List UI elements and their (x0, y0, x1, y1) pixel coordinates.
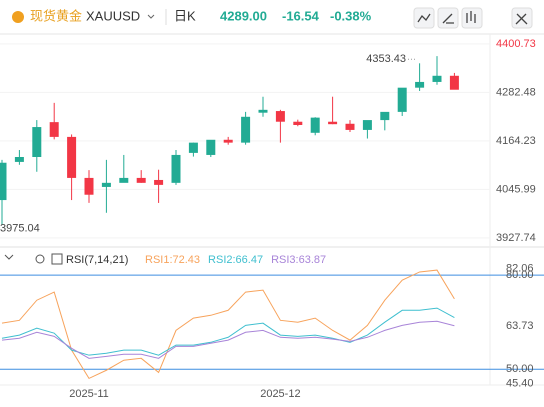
candle-body (136, 177, 146, 183)
y-tick-label: 3927.74 (496, 232, 536, 244)
symbol[interactable]: XAUUSD (86, 8, 140, 23)
candle-body (449, 75, 459, 90)
candle-body (101, 182, 111, 187)
expand-icon[interactable] (51, 253, 63, 265)
candle-body (32, 127, 42, 157)
candle-body (310, 117, 320, 133)
toolbar-icons[interactable] (413, 7, 533, 29)
candle-body (0, 162, 7, 201)
y-tick-label: 45.40 (506, 378, 534, 390)
candle-body (49, 122, 59, 137)
y-tick-label: 4400.73 (496, 38, 536, 50)
candle-body (380, 111, 390, 121)
x-tick-label: 2025-11 (69, 388, 109, 400)
candle-body (223, 139, 233, 143)
logo (12, 11, 24, 23)
price: 4289.00 (220, 8, 267, 23)
candle-body (293, 121, 303, 126)
high-label: 4353.43 (366, 53, 406, 65)
candle-body (432, 75, 442, 82)
y-tick-label: 4164.23 (496, 135, 536, 147)
rsi-line (1, 269, 455, 380)
rsi-line (1, 320, 455, 359)
candle-body (119, 177, 129, 183)
y-tick-label: 80.00 (506, 269, 534, 281)
candle-body (328, 121, 338, 125)
dropdown-icon[interactable] (147, 14, 155, 19)
candle-body (67, 136, 77, 178)
candle-body (345, 123, 355, 130)
candle-body (275, 111, 285, 122)
settings-icon[interactable] (35, 254, 45, 264)
candle-body (258, 109, 268, 113)
y-tick-label: 50.00 (506, 363, 534, 375)
candle-body (415, 81, 425, 88)
y-tick-label: 4282.48 (496, 86, 536, 98)
candle-body (206, 139, 216, 155)
x-tick-label: 2025-12 (260, 388, 300, 400)
change-pct: -0.38% (330, 8, 372, 23)
candle-body (362, 120, 372, 130)
legend-entry: RSI3:63.87 (271, 254, 326, 266)
symbol-name: 现货黄金 (30, 8, 82, 23)
low-label: 3975.04 (0, 222, 40, 234)
change: -16.54 (282, 8, 320, 23)
legend-entry: RSI2:66.47 (208, 254, 263, 266)
y-tick-label: 63.73 (506, 320, 534, 332)
candle-body (171, 154, 181, 183)
period[interactable]: 日K (174, 8, 196, 23)
candle-body (188, 142, 198, 153)
candle-body (14, 156, 24, 162)
candle-body (241, 116, 251, 143)
candle-body (154, 179, 164, 185)
legend-entry: RSI1:72.43 (145, 254, 200, 266)
collapse-icon[interactable] (4, 254, 14, 260)
rsi-title: RSI(7,14,21) (66, 254, 128, 266)
candle-body (397, 87, 407, 112)
candle-body (84, 177, 94, 195)
y-tick-label: 4045.99 (496, 183, 536, 195)
y-tick-label: 82.06 (506, 263, 534, 275)
icon-glyphs (417, 11, 528, 25)
